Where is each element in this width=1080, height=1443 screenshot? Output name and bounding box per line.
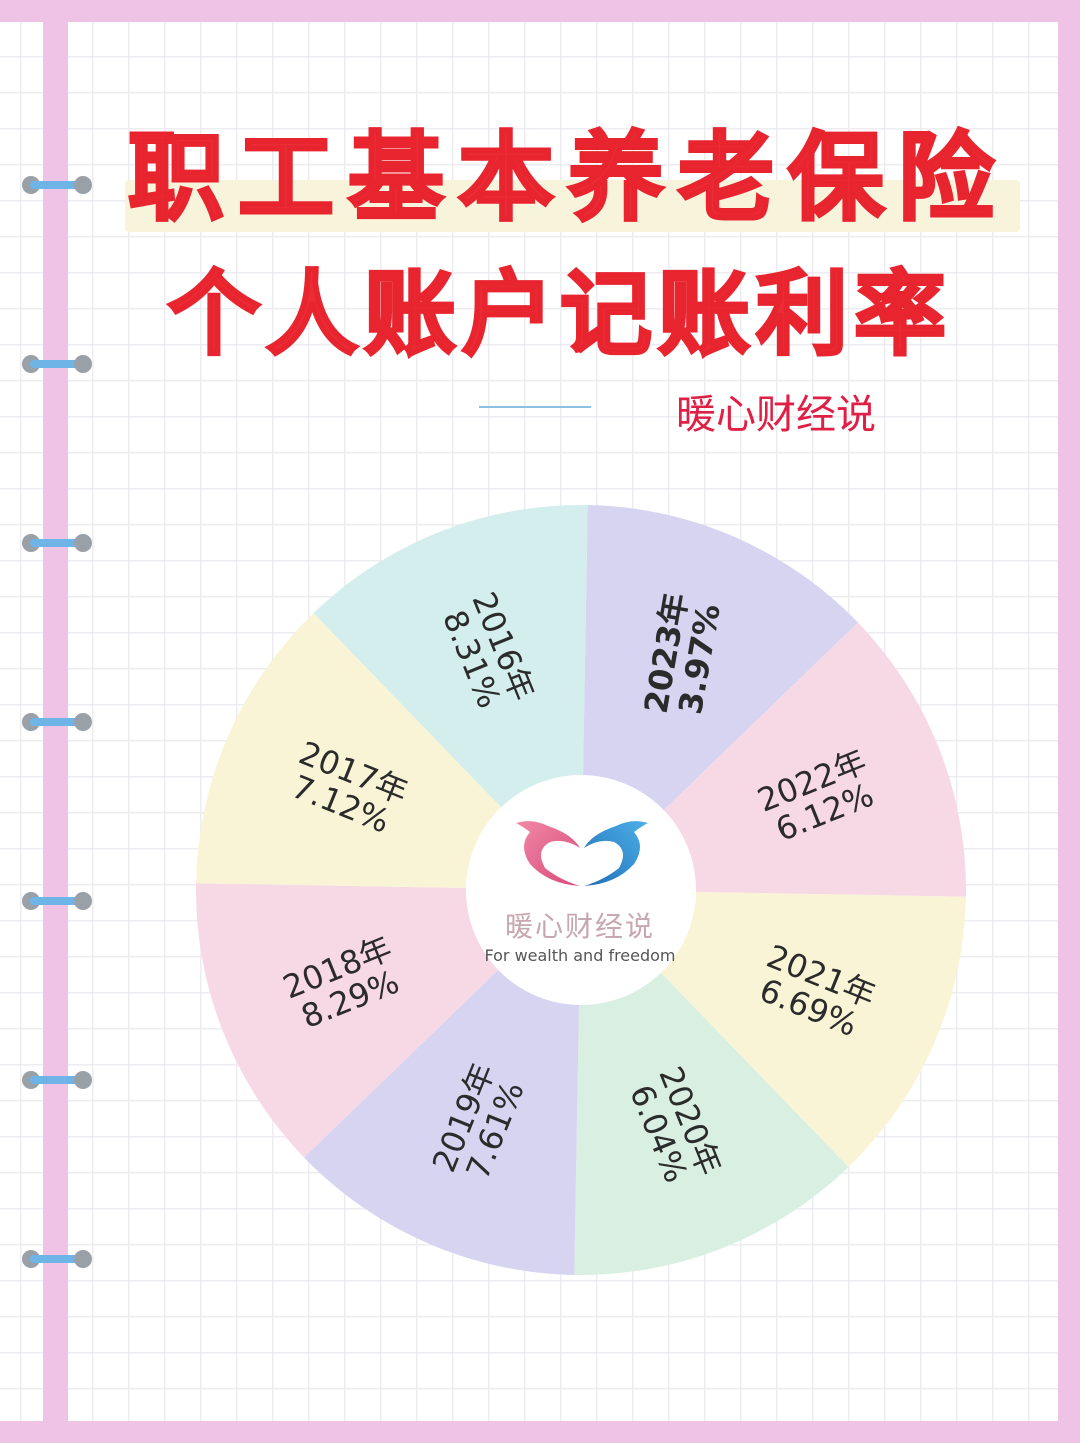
binder-ring: [22, 355, 92, 373]
pie-slice-2017: [196, 613, 581, 890]
binder-ring: [22, 176, 92, 194]
binder-ring: [22, 534, 92, 552]
pie-slice-2019: [304, 890, 581, 1275]
binder-ring: [22, 1250, 92, 1268]
binder-ring: [22, 1071, 92, 1089]
logo-tagline: For wealth and freedom: [484, 946, 676, 965]
heart-birds-logo-icon: [516, 821, 648, 886]
page-border-bottom: [0, 1421, 1080, 1443]
pie-slice-2023: [581, 505, 858, 890]
title-highlight: [125, 180, 1020, 232]
page-border-right: [1058, 0, 1080, 1443]
binder-ring: [22, 713, 92, 731]
divider-line: [479, 406, 591, 408]
center-logo-circle: [466, 775, 696, 1005]
brand-name: 暖心财经说: [676, 392, 876, 438]
title-line-1: 职工基本养老保险: [127, 121, 1008, 236]
logo-name: 暖心财经说: [504, 910, 655, 943]
title-line-2: 个人账户记账利率: [166, 260, 952, 370]
pie-slice-2021: [581, 890, 966, 1167]
binder-ring: [22, 892, 92, 910]
page-border-top: [0, 0, 1080, 22]
